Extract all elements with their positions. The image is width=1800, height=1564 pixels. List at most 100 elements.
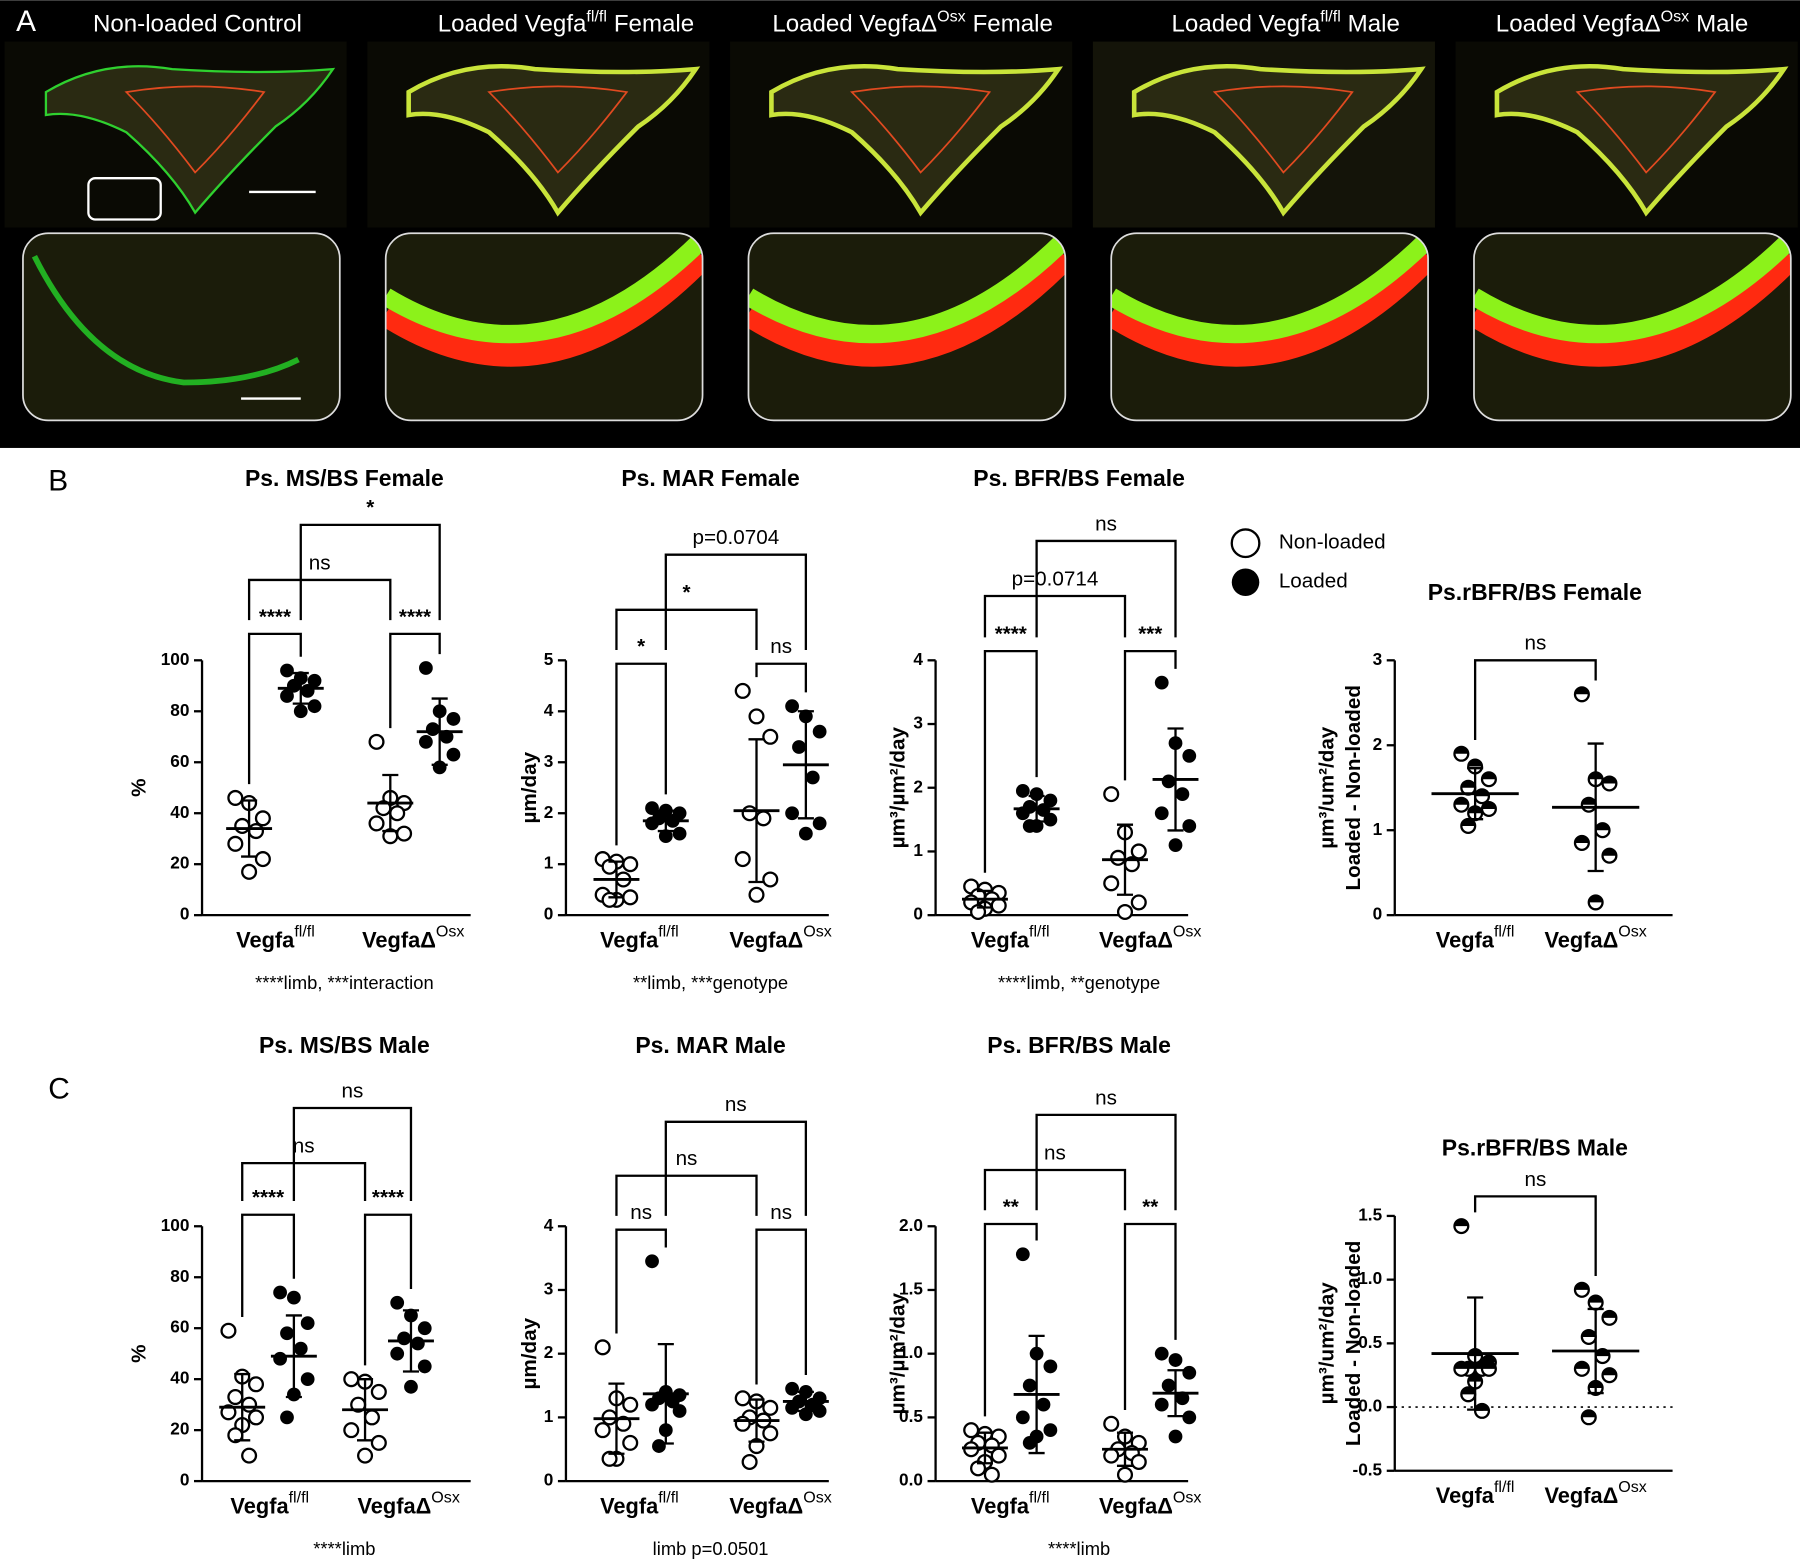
marker bbox=[645, 1254, 659, 1269]
marker bbox=[1116, 903, 1134, 921]
x-tick-label: Vegfafl/fl bbox=[1436, 923, 1515, 953]
significance-label: ns bbox=[725, 1093, 747, 1116]
y-tick-label: 40 bbox=[170, 802, 189, 822]
significance-bracket bbox=[241, 1213, 296, 1317]
category-sup: Osx bbox=[803, 923, 832, 941]
marker-half bbox=[1588, 1295, 1603, 1303]
marker bbox=[1154, 1346, 1169, 1361]
marker bbox=[397, 1331, 411, 1346]
data-point bbox=[1453, 1360, 1470, 1377]
y-tick-label: 0 bbox=[1373, 904, 1383, 924]
y-tick-label: 1.0 bbox=[1358, 1268, 1382, 1288]
significance-label: ** bbox=[1142, 1195, 1159, 1218]
data-point bbox=[446, 747, 461, 762]
green-label bbox=[31, 254, 300, 386]
data-point bbox=[1601, 847, 1618, 864]
data-point bbox=[645, 1254, 659, 1269]
significance-bracket bbox=[363, 1213, 413, 1366]
image-title-text: Loaded Vegfa bbox=[438, 11, 587, 38]
marker bbox=[1015, 1410, 1030, 1425]
marker bbox=[370, 1434, 387, 1451]
marker bbox=[234, 817, 251, 835]
marker-half bbox=[1595, 823, 1610, 831]
chart-title: Ps. MAR Male bbox=[635, 1032, 785, 1058]
data-point bbox=[741, 805, 758, 822]
marker bbox=[963, 1422, 980, 1439]
marker-half bbox=[1461, 780, 1476, 788]
marker bbox=[1168, 838, 1183, 852]
inset-frame bbox=[22, 232, 341, 422]
error-bar bbox=[1467, 1296, 1484, 1411]
marker bbox=[1015, 1247, 1030, 1262]
x-tick-label: VegfaΔOsx bbox=[729, 923, 831, 953]
x-tick-label: VegfaΔOsx bbox=[1099, 1489, 1201, 1519]
category: Vegfa bbox=[600, 1493, 659, 1518]
red-label bbox=[1111, 247, 1429, 367]
error-bar bbox=[976, 889, 993, 909]
data-point bbox=[280, 1410, 294, 1425]
data-point bbox=[368, 733, 385, 750]
category-sup: Osx bbox=[803, 1489, 832, 1507]
marker bbox=[254, 810, 271, 827]
inset-background bbox=[22, 233, 340, 421]
significance-label: ns bbox=[293, 1135, 315, 1158]
category: Vegfa bbox=[1436, 927, 1495, 952]
marker bbox=[1230, 528, 1261, 559]
significance-label: ns bbox=[770, 1201, 792, 1224]
marker bbox=[439, 729, 454, 744]
marker bbox=[645, 801, 659, 816]
significance-label: ns bbox=[770, 635, 792, 658]
category: VegfaΔ bbox=[357, 1493, 431, 1518]
data-point bbox=[234, 817, 251, 835]
y-tick-label: 1.5 bbox=[1358, 1204, 1382, 1224]
data-point bbox=[1580, 1409, 1597, 1426]
category: VegfaΔ bbox=[1099, 1493, 1173, 1518]
marker-half bbox=[1581, 1330, 1596, 1337]
error-bar bbox=[797, 1390, 814, 1413]
marker bbox=[622, 1434, 639, 1451]
data-point bbox=[734, 1415, 751, 1432]
image-title-text: Loaded VegfaΔ bbox=[772, 11, 937, 38]
y-tick-label: 3 bbox=[913, 713, 923, 733]
x-tick-label: VegfaΔOsx bbox=[1544, 923, 1646, 953]
data-point bbox=[220, 1322, 237, 1339]
data-point bbox=[390, 1295, 405, 1310]
data-point bbox=[1043, 1423, 1058, 1438]
image-title-text: Loaded Vegfa bbox=[1172, 11, 1321, 38]
marker-half bbox=[1575, 1361, 1589, 1369]
significance-bracket bbox=[292, 1106, 413, 1202]
error-bar bbox=[357, 1378, 374, 1442]
y-tick-label: 100 bbox=[161, 1215, 190, 1235]
error-bar bbox=[285, 1314, 302, 1399]
data-point bbox=[762, 1399, 779, 1416]
micrograph bbox=[4, 41, 347, 422]
y-tick-label: 2 bbox=[544, 1342, 554, 1362]
marker bbox=[812, 816, 827, 831]
y-tick-label: 0 bbox=[913, 904, 923, 924]
data-point bbox=[1130, 1453, 1147, 1471]
chart: Ps.rBFR/BS Male -0.5 0.0 0.5 1.0 1.5 µm³/um²/d… bbox=[1316, 1134, 1673, 1508]
inset-frame bbox=[1473, 232, 1792, 422]
category-sup: fl/fl bbox=[1494, 1478, 1515, 1496]
category: Vegfa bbox=[971, 1493, 1030, 1518]
bone-inner bbox=[1212, 85, 1354, 174]
x-tick-label: Vegfafl/fl bbox=[600, 1489, 679, 1519]
marker bbox=[404, 1379, 418, 1394]
marker-half bbox=[1461, 1387, 1476, 1395]
y-axis-label: % bbox=[128, 779, 151, 797]
data-point bbox=[241, 1396, 258, 1413]
marker bbox=[1043, 1359, 1058, 1374]
significance-label: ns bbox=[342, 1079, 364, 1102]
category-sup: fl/fl bbox=[658, 1489, 679, 1507]
marker-half bbox=[1482, 1361, 1496, 1369]
marker bbox=[1110, 849, 1127, 866]
y-tick-label: 60 bbox=[170, 1317, 189, 1337]
data-point bbox=[1473, 788, 1491, 805]
image-title-text: Loaded VegfaΔ bbox=[1496, 11, 1661, 38]
bone-outline bbox=[1131, 63, 1426, 217]
category: VegfaΔ bbox=[362, 927, 436, 952]
y-axis-label: µm³/µm²/day bbox=[886, 727, 909, 849]
data-point bbox=[1036, 1397, 1051, 1412]
